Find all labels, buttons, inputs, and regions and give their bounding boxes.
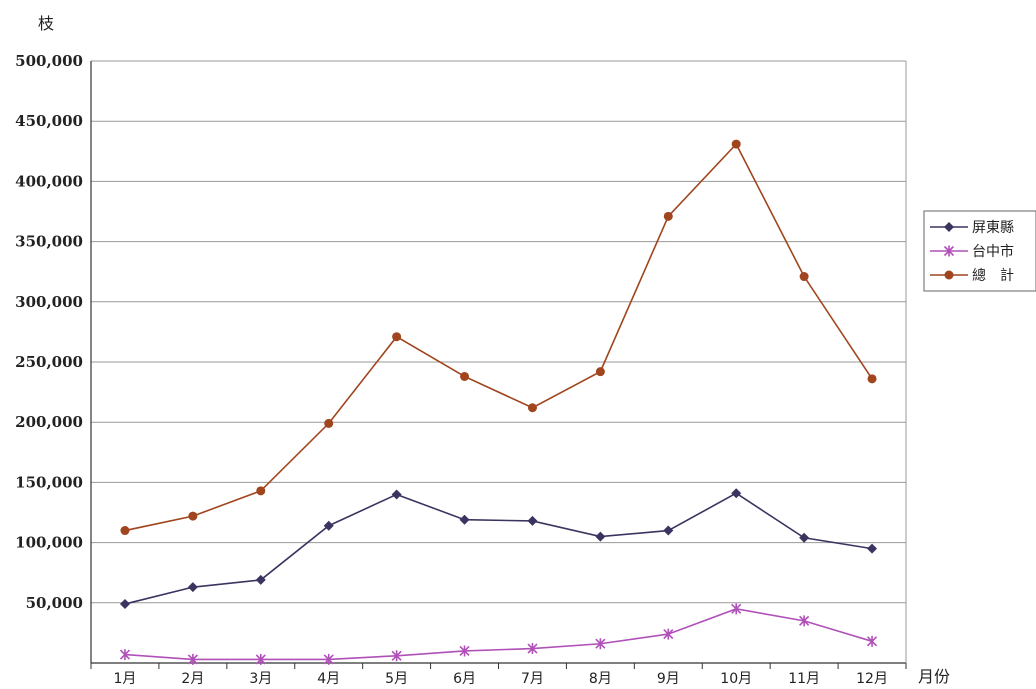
data-point [120,526,130,536]
y-tick-label: 100,000 [15,534,83,552]
data-point [867,374,877,384]
data-point [255,653,266,665]
data-point [460,371,470,381]
y-tick-label: 300,000 [15,293,83,311]
axes [90,61,907,669]
data-point [799,272,809,282]
data-point [459,645,470,657]
series-1 [119,488,878,610]
data-point [256,486,266,496]
data-point [324,418,334,428]
series-line [124,142,873,532]
data-point [392,332,402,342]
data-point [731,139,741,149]
data-point [527,403,537,413]
x-tick-label: 5月 [385,671,408,687]
y-tick-label: 500,000 [15,52,83,70]
legend-swatch-marker [943,245,955,257]
x-tick-label: 9月 [657,671,680,687]
data-point [255,574,266,585]
y-tick-label: 200,000 [15,413,83,431]
data-point [323,520,334,531]
x-tick-label: 1月 [113,671,136,687]
data-point [119,649,131,661]
series [119,139,878,665]
x-tick-labels: 1月 2月 3月 4月 5月 6月 7月 8月 9月 10月 11月 12月 [113,671,887,687]
data-point [187,582,198,593]
data-point [595,531,606,542]
data-point [799,615,810,627]
x-tick-label: 8月 [589,671,612,687]
y-tick-label: 400,000 [15,172,83,190]
data-point [595,638,606,650]
x-tick-label: 12月 [856,671,888,687]
data-point [391,650,402,662]
y-tick-label: 450,000 [15,112,83,130]
data-point [527,643,538,655]
x-tick-label: 11月 [788,671,820,687]
x-tick-label: 10月 [720,671,752,687]
data-point [663,525,674,536]
data-point [527,515,538,526]
data-point [595,367,605,377]
series-3 [120,139,877,536]
x-tick-label: 6月 [453,671,476,687]
data-point [867,543,878,554]
data-point [323,653,334,665]
legend-swatch-marker [944,270,954,280]
x-tick-label: 3月 [249,671,272,687]
legend-item-2: 台中市 [930,243,1014,260]
legend-item-3: 總 計 [930,267,1014,284]
data-point [663,211,673,221]
x-axis-label: 月份 [918,667,950,686]
data-point [799,532,810,543]
y-tick-labels: 50,000 100,000 150,000 200,000 250,000 300,00… [15,52,83,612]
y-tick-label: 350,000 [15,233,83,251]
data-point [459,514,470,525]
data-point [731,603,742,615]
y-axis-label: 枝 [38,14,54,33]
y-tick-label: 150,000 [15,473,83,491]
gridlines [91,60,906,604]
data-point [188,511,198,521]
x-tick-label: 2月 [181,671,204,687]
series-2 [119,603,878,665]
x-tick-label: 7月 [521,671,544,687]
y-tick-label: 250,000 [15,353,83,371]
data-point [391,489,402,500]
x-tick-label: 4月 [317,671,340,687]
legend-label: 總 計 [972,267,1014,284]
data-point [187,653,198,665]
series-line [124,492,873,605]
legend-item-1: 屏東縣 [930,220,1014,236]
legend-label: 屏東縣 [972,220,1014,236]
series-line [124,607,873,661]
data-point [731,488,742,499]
data-point [866,635,878,647]
y-tick-label: 50,000 [26,594,83,612]
legend-label: 台中市 [972,243,1014,260]
legend-box [923,210,1036,292]
data-point [663,628,674,640]
data-point [119,599,130,610]
legend-swatch-marker [944,222,954,232]
